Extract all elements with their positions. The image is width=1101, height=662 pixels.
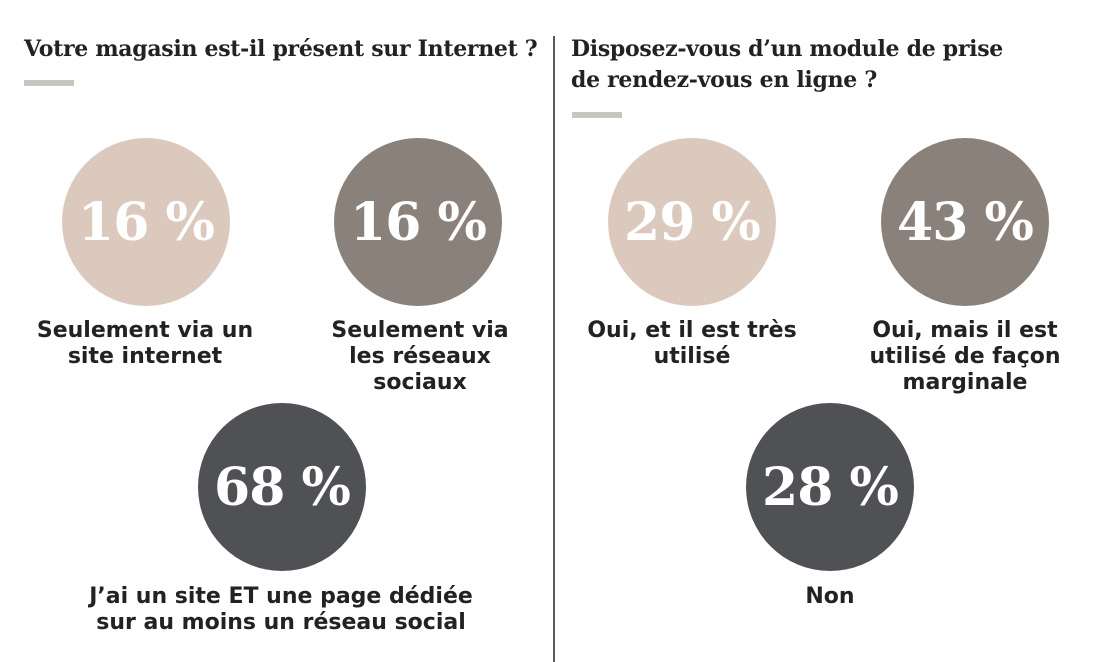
- stat-value: 29 %: [624, 191, 761, 253]
- stat-label: Non: [805, 584, 855, 609]
- stat-circle: 29 %: [608, 138, 776, 306]
- title-underline: [24, 80, 74, 86]
- panel-divider: [553, 36, 555, 662]
- chart-title: Disposez-vous d’un module de prise de re…: [571, 36, 1003, 93]
- stat-value: 68 %: [214, 456, 351, 518]
- stat-label: Oui, et il est très utilisé: [587, 318, 797, 369]
- chart-title: Votre magasin est-il présent sur Interne…: [24, 36, 538, 62]
- chart-panel-online-booking: Disposez-vous d’un module de prise de re…: [556, 0, 1101, 662]
- stat-label: Oui, mais il est utilisé de façon margin…: [869, 318, 1061, 395]
- stat-label: Seulement via les réseaux sociaux: [331, 318, 509, 395]
- stat-label: J’ai un site ET une page dédiée sur au m…: [89, 584, 473, 635]
- stat-circle: 16 %: [62, 138, 230, 306]
- title-underline: [572, 112, 622, 118]
- stat-circle: 68 %: [198, 403, 366, 571]
- stat-circle: 43 %: [881, 138, 1049, 306]
- stat-value: 16 %: [78, 191, 215, 253]
- chart-panel-online-presence: Votre magasin est-il présent sur Interne…: [24, 36, 538, 635]
- stat-value: 16 %: [350, 191, 487, 253]
- stat-circle: 28 %: [746, 403, 914, 571]
- stat-label: Seulement via un site internet: [36, 318, 254, 369]
- stat-circle: 16 %: [334, 138, 502, 306]
- stat-value: 28 %: [762, 456, 899, 518]
- stat-value: 43 %: [897, 191, 1034, 253]
